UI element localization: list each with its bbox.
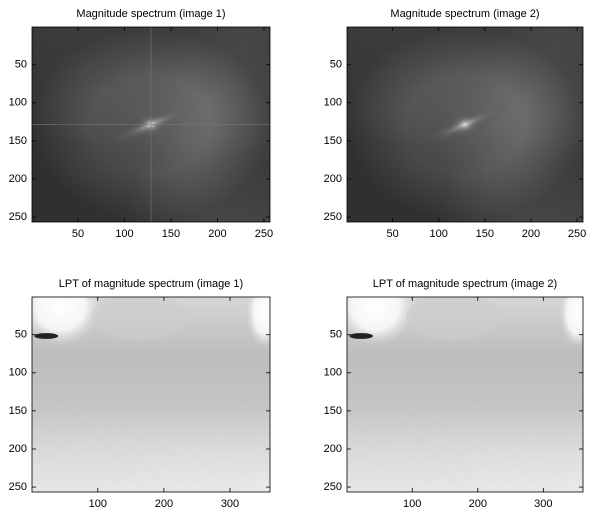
y-tick-label: 50	[15, 59, 27, 71]
x-tick-label: 150	[162, 228, 180, 240]
x-tick-label: 100	[89, 498, 107, 510]
y-tick-label: 50	[330, 59, 342, 71]
y-tick-label: 150	[324, 405, 342, 417]
y-tick-label: 150	[9, 135, 27, 147]
subplot-title: LPT of magnitude spectrum (image 1)	[59, 278, 243, 290]
y-tick-label: 200	[9, 443, 27, 455]
x-tick-label: 200	[155, 498, 173, 510]
image	[335, 268, 593, 492]
axes-frame	[31, 296, 271, 493]
image-art	[20, 268, 284, 492]
x-tick-label: 250	[255, 228, 273, 240]
subplot-title: Magnitude spectrum (image 1)	[76, 8, 225, 20]
x-tick-label: 150	[476, 228, 494, 240]
x-tick-label: 300	[221, 498, 239, 510]
panels: Magnitude spectrum (image 1) 50 100 150 200 2…	[9, 8, 593, 510]
axes-frame	[346, 26, 584, 223]
y-tick-label: 200	[324, 443, 342, 455]
x-tick-label: 50	[387, 228, 399, 240]
y-tick-label: 50	[15, 329, 27, 341]
y-tick-label: 100	[324, 97, 342, 109]
y-tick-label: 250	[324, 481, 342, 493]
y-tick-label: 50	[330, 329, 342, 341]
x-tick-label: 200	[469, 498, 487, 510]
x-tick-label: 200	[522, 228, 540, 240]
y-tick-label: 250	[9, 211, 27, 223]
y-tick-label: 150	[9, 405, 27, 417]
image	[32, 27, 270, 222]
y-tick-label: 250	[9, 481, 27, 493]
subplot: LPT of magnitude spectrum (image 1) 100 20…	[9, 268, 284, 510]
x-tick-label: 100	[403, 498, 421, 510]
y-tick-label: 100	[9, 97, 27, 109]
subplot: Magnitude spectrum (image 1) 50 100 150 200 2…	[9, 8, 273, 240]
subplot-title: LPT of magnitude spectrum (image 2)	[373, 278, 557, 290]
x-tick-label: 50	[72, 228, 84, 240]
y-tick-label: 100	[324, 367, 342, 379]
y-tick-label: 100	[9, 367, 27, 379]
subplot-title: Magnitude spectrum (image 2)	[390, 8, 539, 20]
subplot: Magnitude spectrum (image 2) 50 100 150 200 2…	[324, 8, 587, 240]
subplot: LPT of magnitude spectrum (image 2) 100 20…	[324, 268, 593, 510]
y-tick-label: 200	[324, 173, 342, 185]
y-tick-label: 200	[9, 173, 27, 185]
image-art	[347, 27, 583, 222]
x-tick-label: 100	[430, 228, 448, 240]
x-tick-label: 200	[208, 228, 226, 240]
y-tick-label: 250	[324, 211, 342, 223]
x-tick-label: 300	[534, 498, 552, 510]
y-tick-label: 150	[324, 135, 342, 147]
axes-frame	[346, 296, 584, 493]
image	[347, 27, 583, 222]
x-tick-label: 100	[115, 228, 133, 240]
image-art	[335, 268, 593, 492]
x-tick-label: 250	[568, 228, 586, 240]
axes-frame	[31, 26, 271, 223]
image	[20, 268, 284, 492]
